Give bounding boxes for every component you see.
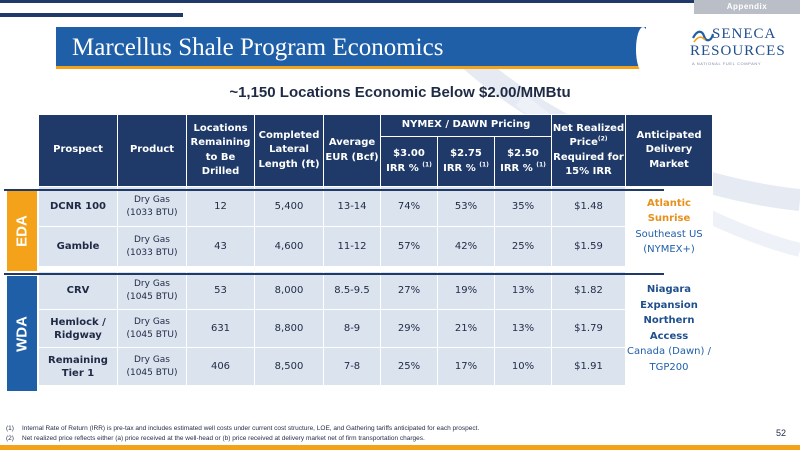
company-logo: SENECA RESOURCES A NATIONAL FUEL COMPANY: [682, 24, 794, 74]
irr-2-50-cell: 13%: [494, 271, 552, 310]
header-lateral-length: Completed Lateral Length (ft): [254, 114, 324, 187]
appendix-tab: Appendix: [694, 0, 800, 14]
irr-2-50-cell: 13%: [494, 309, 552, 348]
table-row: DCNR 100 Dry Gas (1033 BTU) 12 5,400 13-1…: [38, 186, 713, 267]
logo-line-2: RESOURCES: [690, 43, 786, 59]
bottom-bar: [0, 445, 800, 450]
eur-cell: 8-9: [323, 309, 381, 348]
lateral-cell: 8,000: [254, 271, 324, 310]
header-net-price: Net Realized Price(2) Required for 15% I…: [551, 114, 626, 187]
top-accent-bar: [0, 13, 183, 17]
net-price-cell: $1.79: [551, 309, 626, 348]
eur-cell: 7-8: [323, 347, 381, 386]
irr-3-00-cell: 74%: [380, 186, 438, 227]
irr-2-50-cell: 35%: [494, 186, 552, 227]
header-prospect: Prospect: [38, 114, 118, 187]
header-product: Product: [117, 114, 187, 187]
irr-3-00-cell: 27%: [380, 271, 438, 310]
logo-line-1: SENECA: [712, 26, 777, 42]
eda-top-rule: [4, 189, 664, 191]
eur-cell: 11-12: [323, 226, 381, 267]
logo-tagline: A NATIONAL FUEL COMPANY: [692, 61, 762, 66]
prospect-cell: DCNR 100: [38, 186, 118, 227]
footnote: (1) Internal Rate of Return (IRR) is pre…: [6, 425, 480, 432]
header-eur: Average EUR (Bcf): [323, 114, 381, 187]
irr-2-75-cell: 21%: [437, 309, 495, 348]
header-locations: Locations Remaining to Be Drilled: [186, 114, 255, 187]
net-price-cell: $1.59: [551, 226, 626, 267]
product-cell: Dry Gas (1045 BTU): [117, 309, 187, 348]
header-row-2: $3.00 IRR % (1) $2.75 IRR % (1) $2.50 IR…: [39, 136, 713, 187]
product-cell: Dry Gas (1045 BTU): [117, 271, 187, 310]
table-row: Gamble Dry Gas (1033 BTU) 43 4,600 11-12 …: [38, 226, 713, 267]
lateral-cell: 4,600: [254, 226, 324, 267]
prospect-cell: Hemlock / Ridgway: [38, 309, 118, 348]
irr-2-75-cell: 19%: [437, 271, 495, 310]
lateral-cell: 5,400: [254, 186, 324, 227]
locations-cell: 53: [186, 271, 255, 310]
title-bar: Marcellus Shale Program Economics: [56, 27, 646, 69]
irr-2-50-cell: 25%: [494, 226, 552, 267]
net-price-cell: $1.82: [551, 271, 626, 310]
eda-market-cell: Atlantic Sunrise Southeast US (NYMEX+): [625, 186, 713, 267]
economics-table: Prospect Product Locations Remaining to …: [38, 114, 713, 386]
product-cell: Dry Gas (1045 BTU): [117, 347, 187, 386]
table-row: Hemlock / Ridgway Dry Gas (1045 BTU) 631 8…: [38, 309, 713, 348]
page-number: 52: [776, 428, 787, 438]
irr-3-00-cell: 25%: [380, 347, 438, 386]
locations-cell: 12: [186, 186, 255, 227]
eur-cell: 13-14: [323, 186, 381, 227]
top-stripe: [0, 0, 800, 3]
eur-cell: 8.5-9.5: [323, 271, 381, 310]
seneca-wave-icon: [692, 30, 714, 43]
prospect-cell: CRV: [38, 271, 118, 310]
product-cell: Dry Gas (1033 BTU): [117, 186, 187, 227]
locations-cell: 43: [186, 226, 255, 267]
eda-segment-label: EDA: [7, 191, 37, 271]
header-irr-3-00: $3.00 IRR % (1): [380, 136, 438, 187]
title-bar-notch: [636, 27, 650, 72]
irr-2-75-cell: 53%: [437, 186, 495, 227]
header-irr-2-50: $2.50 IRR % (1): [494, 136, 552, 187]
net-price-cell: $1.91: [551, 347, 626, 386]
table-row: Remaining Tier 1 Dry Gas (1045 BTU) 406 8,…: [38, 347, 713, 386]
irr-2-50-cell: 10%: [494, 347, 552, 386]
table-row: CRV Dry Gas (1045 BTU) 53 8,000 8.5-9.5 2…: [38, 271, 713, 386]
table-subtitle: ~1,150 Locations Economic Below $2.00/MM…: [229, 84, 571, 101]
irr-2-75-cell: 42%: [437, 226, 495, 267]
lateral-cell: 8,800: [254, 309, 324, 348]
header-delivery-market: Anticipated Delivery Market: [625, 114, 713, 187]
irr-3-00-cell: 29%: [380, 309, 438, 348]
lateral-cell: 8,500: [254, 347, 324, 386]
net-price-cell: $1.48: [551, 186, 626, 227]
prospect-cell: Remaining Tier 1: [38, 347, 118, 386]
irr-3-00-cell: 57%: [380, 226, 438, 267]
group-spacer: [38, 266, 713, 272]
prospect-cell: Gamble: [38, 226, 118, 267]
product-cell: Dry Gas (1033 BTU): [117, 226, 187, 267]
header-irr-2-75: $2.75 IRR % (1): [437, 136, 495, 187]
locations-cell: 631: [186, 309, 255, 348]
wda-market-cell: Niagara Expansion Northern Access Canada…: [625, 271, 713, 386]
footnotes: (1) Internal Rate of Return (IRR) is pre…: [6, 424, 479, 444]
footnote: (2) Net realized price reflects either (…: [6, 435, 425, 443]
header-row-1: Prospect Product Locations Remaining to …: [38, 114, 713, 187]
page-title: Marcellus Shale Program Economics: [72, 34, 444, 61]
irr-2-75-cell: 17%: [437, 347, 495, 386]
wda-top-rule: [4, 273, 664, 275]
locations-cell: 406: [186, 347, 255, 386]
header-pricing-group: NYMEX / DAWN Pricing: [380, 114, 552, 137]
wda-segment-label: WDA: [7, 276, 37, 391]
